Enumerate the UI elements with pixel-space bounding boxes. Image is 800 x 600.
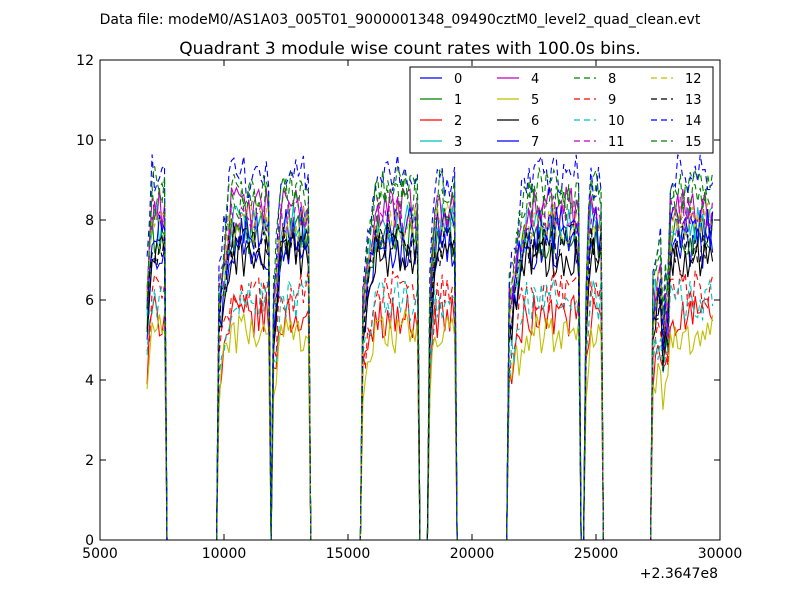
series-line-11 bbox=[146, 193, 714, 540]
y-tick-label: 12 bbox=[76, 53, 94, 69]
legend-frame bbox=[409, 66, 714, 154]
legend-label-15: 15 bbox=[685, 135, 702, 150]
legend-label-5: 5 bbox=[531, 93, 539, 108]
legend-label-8: 8 bbox=[608, 72, 616, 87]
series-layer bbox=[146, 154, 714, 540]
series-line-8 bbox=[146, 177, 713, 540]
legend-label-13: 13 bbox=[685, 93, 702, 108]
legend-label-0: 0 bbox=[454, 72, 462, 87]
x-tick-label: 25000 bbox=[574, 546, 619, 562]
legend-label-10: 10 bbox=[608, 114, 625, 129]
y-tick-label: 2 bbox=[85, 453, 94, 469]
legend-label-7: 7 bbox=[531, 135, 539, 150]
x-tick-label: 30000 bbox=[698, 546, 743, 562]
y-tick-label: 10 bbox=[76, 133, 94, 149]
legend-label-3: 3 bbox=[454, 135, 462, 150]
series-line-15 bbox=[146, 166, 714, 540]
y-tick-label: 6 bbox=[85, 293, 94, 309]
x-tick-label: 5000 bbox=[82, 546, 118, 562]
legend-label-1: 1 bbox=[454, 93, 462, 108]
x-axis-offset-label: +2.3647e8 bbox=[640, 566, 718, 582]
chart-title: Quadrant 3 module wise count rates with … bbox=[179, 39, 640, 59]
y-tick-label: 4 bbox=[85, 373, 94, 389]
y-tick-label: 8 bbox=[85, 213, 94, 229]
x-tick-label: 10000 bbox=[202, 546, 247, 562]
legend-label-9: 9 bbox=[608, 93, 616, 108]
x-axis: 5000 10000 15000 20000 25000 30000 bbox=[82, 60, 742, 562]
legend-label-12: 12 bbox=[685, 72, 702, 87]
legend-label-6: 6 bbox=[531, 114, 539, 129]
y-tick-label: 0 bbox=[85, 533, 94, 549]
x-tick-label: 20000 bbox=[450, 546, 495, 562]
legend-label-2: 2 bbox=[454, 114, 462, 129]
legend-label-14: 14 bbox=[685, 114, 702, 129]
legend-label-4: 4 bbox=[531, 72, 539, 87]
series-line-12 bbox=[146, 202, 714, 540]
data-file-label: Data file: modeM0/AS1A03_005T01_90000013… bbox=[100, 12, 701, 28]
series-line-10 bbox=[146, 278, 714, 540]
series-line-14 bbox=[146, 154, 714, 540]
x-tick-label: 15000 bbox=[326, 546, 371, 562]
legend-label-11: 11 bbox=[608, 135, 625, 150]
